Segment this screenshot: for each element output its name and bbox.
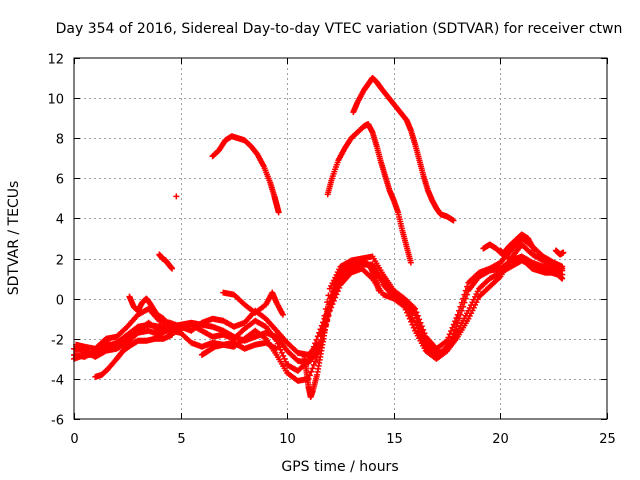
- data-point: [316, 329, 323, 336]
- data-point: [273, 345, 280, 352]
- data-point: [406, 315, 413, 322]
- plot-frame: [73, 57, 608, 420]
- data-point: [445, 334, 452, 341]
- x-tick-label: 0: [70, 432, 78, 447]
- series-track-7: [220, 289, 286, 318]
- y-tick-label: 4: [56, 213, 64, 228]
- data-point: [452, 318, 459, 325]
- data-point: [448, 328, 455, 335]
- series-track-6: [198, 339, 280, 358]
- data-points: [71, 75, 567, 400]
- data-point: [275, 209, 282, 216]
- data-point: [462, 287, 469, 294]
- data-point: [308, 368, 315, 375]
- data-point: [456, 307, 463, 314]
- x-tick-label: 15: [386, 432, 403, 447]
- data-point: [321, 312, 328, 319]
- series-track-15: [497, 247, 566, 282]
- chart-title: Day 354 of 2016, Sidereal Day-to-day VTE…: [56, 21, 623, 37]
- data-point: [450, 217, 457, 224]
- data-point: [316, 339, 323, 346]
- data-point: [313, 354, 320, 361]
- data-point: [531, 247, 538, 254]
- y-axis-label: SDTVAR / TECUs: [6, 181, 22, 296]
- data-point: [453, 314, 460, 321]
- data-point: [420, 326, 427, 333]
- data-point: [409, 321, 416, 328]
- data-point: [414, 312, 421, 319]
- data-point: [173, 193, 180, 200]
- data-point: [281, 355, 288, 362]
- data-point: [282, 358, 289, 365]
- series-track-13: [324, 121, 414, 266]
- data-point: [169, 265, 176, 272]
- x-tick-label: 25: [599, 432, 616, 447]
- data-point: [375, 287, 382, 294]
- data-point: [412, 305, 419, 312]
- data-point: [280, 352, 287, 359]
- series-track-10: [156, 251, 176, 272]
- data-point: [450, 321, 457, 328]
- data-point: [407, 259, 414, 266]
- series-track-11: [173, 193, 180, 200]
- y-tick-label: -4: [51, 374, 64, 389]
- data-point: [310, 361, 317, 368]
- series-track-14: [350, 75, 457, 224]
- series-track-5: [92, 331, 176, 380]
- data-point: [274, 340, 281, 347]
- data-point: [404, 309, 411, 316]
- data-point: [560, 249, 567, 256]
- data-point: [408, 318, 415, 325]
- y-tick-label: 8: [56, 133, 64, 148]
- data-point: [405, 312, 412, 319]
- x-tick-label: 10: [279, 432, 296, 447]
- data-point: [160, 315, 167, 322]
- series-track-9: [301, 259, 382, 400]
- data-point: [454, 311, 461, 318]
- data-point: [460, 295, 467, 302]
- series-track-17: [480, 231, 538, 258]
- data-point: [313, 336, 320, 343]
- y-tick-label: -2: [51, 334, 64, 349]
- y-tick-label: 2: [56, 254, 64, 269]
- data-point: [461, 291, 468, 298]
- data-point: [325, 292, 332, 299]
- data-point: [421, 330, 428, 337]
- data-point: [458, 299, 465, 306]
- y-tick-label: 0: [56, 294, 64, 309]
- y-tick-label: 12: [47, 53, 64, 68]
- data-point: [449, 324, 456, 331]
- data-point: [279, 311, 286, 318]
- data-point: [446, 331, 453, 338]
- x-axis-label: GPS time / hours: [281, 459, 398, 475]
- data-point: [444, 337, 451, 344]
- series-track-8: [126, 293, 167, 322]
- data-point: [309, 365, 316, 372]
- data-point: [457, 303, 464, 310]
- series-track-12: [209, 133, 282, 216]
- data-point: [278, 349, 285, 356]
- data-point: [410, 324, 417, 331]
- data-point: [464, 283, 471, 290]
- series-track-16: [552, 247, 567, 258]
- data-point: [169, 331, 176, 338]
- y-tick-label: 10: [47, 93, 64, 108]
- data-point: [417, 319, 424, 326]
- y-tick-label: -6: [51, 414, 64, 429]
- data-point: [401, 303, 408, 310]
- data-point: [402, 306, 409, 313]
- data-point: [559, 263, 566, 270]
- data-point: [273, 337, 280, 344]
- data-point: [416, 316, 423, 323]
- x-tick-label: 20: [492, 432, 509, 447]
- x-tick-label: 5: [177, 432, 185, 447]
- data-point: [312, 358, 319, 365]
- y-axis-ticks: -6 -4 -2 0 2 4 6 8 10 12: [47, 53, 607, 429]
- data-point: [277, 346, 284, 353]
- data-point: [559, 275, 566, 282]
- data-point: [413, 309, 420, 316]
- y-tick-label: 6: [56, 173, 64, 188]
- data-point: [418, 323, 425, 330]
